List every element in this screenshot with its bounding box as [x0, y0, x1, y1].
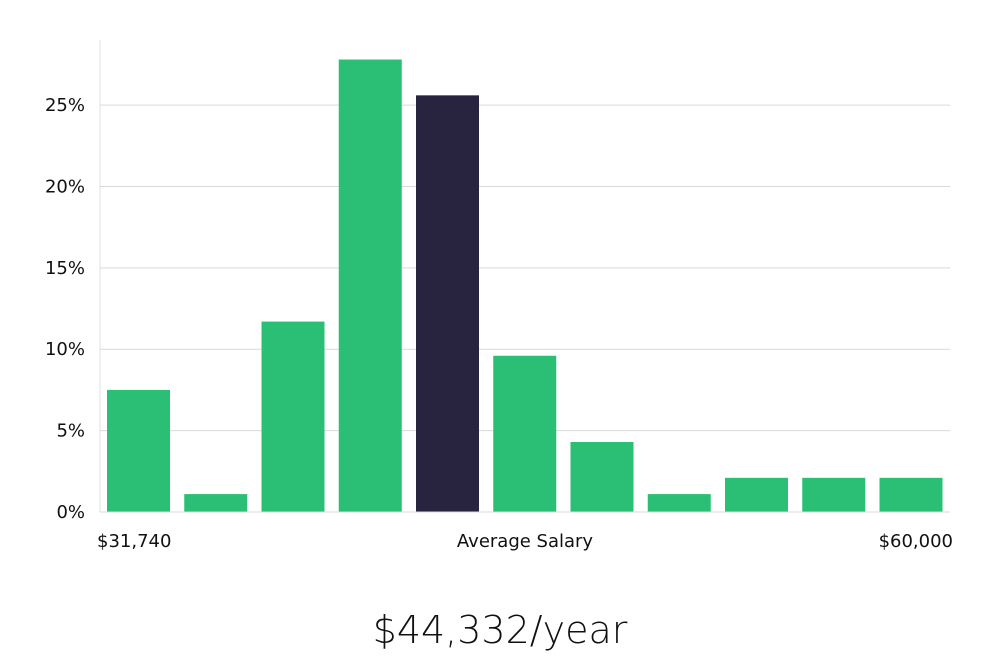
bar[interactable]: [570, 442, 634, 512]
bar[interactable]: [725, 477, 788, 512]
y-tick-label: 15%: [45, 258, 85, 279]
y-tick-label: 5%: [56, 421, 85, 442]
y-tick-label: 20%: [45, 176, 85, 197]
y-tick-label: 25%: [45, 95, 85, 116]
bar[interactable]: [184, 494, 248, 512]
bar[interactable]: [107, 389, 170, 512]
gridlines: [100, 104, 950, 432]
x-max-label: $60,000: [879, 531, 953, 552]
salary-histogram: 0%5%10%15%20%25% $31,740 Average Salary …: [45, 40, 953, 552]
bar[interactable]: [879, 477, 943, 512]
x-min-label: $31,740: [97, 531, 171, 552]
y-tick-label: 10%: [45, 339, 85, 360]
bar[interactable]: [802, 477, 866, 512]
bar-average-salary[interactable]: [416, 95, 479, 513]
y-tick-labels: 0% 5% 10% 15% 20% 25%: [45, 95, 85, 523]
bar[interactable]: [493, 355, 557, 512]
y-tick-label: 0%: [56, 502, 85, 523]
bar[interactable]: [261, 321, 325, 512]
bar[interactable]: [338, 59, 402, 512]
x-axis-title: Average Salary: [457, 531, 594, 552]
bar[interactable]: [647, 494, 711, 512]
bars: [107, 59, 943, 513]
average-salary-value: $44,332/year: [372, 608, 628, 652]
